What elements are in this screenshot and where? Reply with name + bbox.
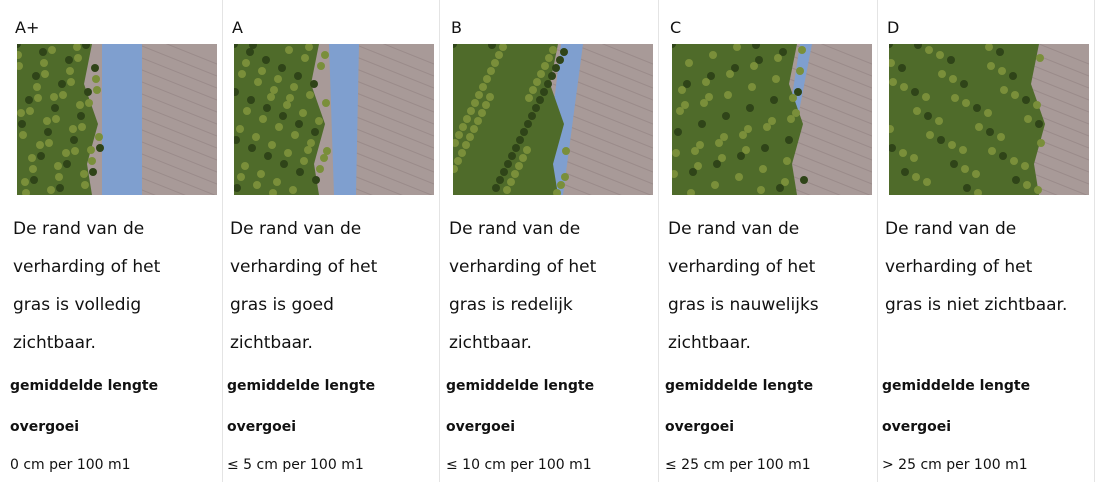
photo bbox=[672, 44, 872, 195]
measure: > 25 cm per 100 m1 bbox=[882, 457, 1028, 473]
description-line: verharding of het bbox=[449, 257, 597, 277]
description-line: gras is niet zichtbaar. bbox=[885, 295, 1068, 315]
measure: ≤ 10 cm per 100 m1 bbox=[446, 457, 592, 473]
description-line: gras is nauwelijks bbox=[668, 295, 819, 315]
photo bbox=[17, 44, 217, 195]
measure-label: gemiddelde lengte overgoei bbox=[882, 366, 1030, 448]
label-line: overgoei bbox=[10, 419, 80, 435]
grade: A bbox=[232, 18, 243, 37]
description-line: zichtbaar. bbox=[668, 333, 751, 353]
grade: A+ bbox=[15, 18, 40, 37]
label-line: gemiddelde lengte bbox=[227, 378, 376, 394]
photo bbox=[889, 44, 1089, 195]
grade: C bbox=[670, 18, 682, 37]
description-line: zichtbaar. bbox=[13, 333, 96, 353]
label-line: gemiddelde lengte bbox=[10, 378, 159, 394]
measure: 0 cm per 100 m1 bbox=[10, 457, 131, 473]
description-line: verharding of het bbox=[885, 257, 1033, 277]
grade: D bbox=[887, 18, 900, 37]
label-line: gemiddelde lengte bbox=[446, 378, 595, 394]
description-line: zichtbaar. bbox=[449, 333, 532, 353]
measure-label: gemiddelde lengte overgoei bbox=[227, 366, 375, 448]
measure: ≤ 25 cm per 100 m1 bbox=[665, 457, 811, 473]
photo bbox=[453, 44, 653, 195]
label-line: overgoei bbox=[882, 419, 952, 435]
grade-column: D De rand van de verharding of het gras is … bbox=[877, 0, 1095, 482]
description: De rand van de verharding of het gras is r… bbox=[449, 210, 596, 362]
description-line: De rand van de bbox=[449, 219, 581, 239]
grade-column: B De rand van de verharding of het gras is … bbox=[441, 0, 659, 482]
description: De rand van de verharding of het gras is n… bbox=[885, 210, 1067, 324]
grade-column: A De rand van de verharding of het gras is … bbox=[222, 0, 440, 482]
description-line: gras is redelijk bbox=[449, 295, 573, 315]
description-line: verharding of het bbox=[13, 257, 161, 277]
description: De rand van de verharding of het gras is v… bbox=[13, 210, 160, 362]
description-line: verharding of het bbox=[668, 257, 816, 277]
label-line: overgoei bbox=[665, 419, 735, 435]
label-line: gemiddelde lengte bbox=[882, 378, 1031, 394]
description-line: De rand van de bbox=[230, 219, 362, 239]
measure: ≤ 5 cm per 100 m1 bbox=[227, 457, 364, 473]
description-line: zichtbaar. bbox=[230, 333, 313, 353]
description-line: De rand van de bbox=[13, 219, 145, 239]
description-line: gras is volledig bbox=[13, 295, 142, 315]
grade: B bbox=[451, 18, 462, 37]
measure-label: gemiddelde lengte overgoei bbox=[446, 366, 594, 448]
grade-column: A+ De rand van de verharding of het gras is… bbox=[5, 0, 223, 482]
photo bbox=[234, 44, 434, 195]
description-line: De rand van de bbox=[885, 219, 1017, 239]
description: De rand van de verharding of het gras is g… bbox=[230, 210, 377, 362]
label-line: gemiddelde lengte bbox=[665, 378, 814, 394]
label-line: overgoei bbox=[446, 419, 516, 435]
description-line: gras is goed bbox=[230, 295, 334, 315]
description-line: De rand van de bbox=[668, 219, 800, 239]
grade-column: C De rand van de verharding of het gras is … bbox=[660, 0, 878, 482]
description-line: verharding of het bbox=[230, 257, 378, 277]
measure-label: gemiddelde lengte overgoei bbox=[665, 366, 813, 448]
label-line: overgoei bbox=[227, 419, 297, 435]
description: De rand van de verharding of het gras is n… bbox=[668, 210, 819, 362]
measure-label: gemiddelde lengte overgoei bbox=[10, 366, 158, 448]
